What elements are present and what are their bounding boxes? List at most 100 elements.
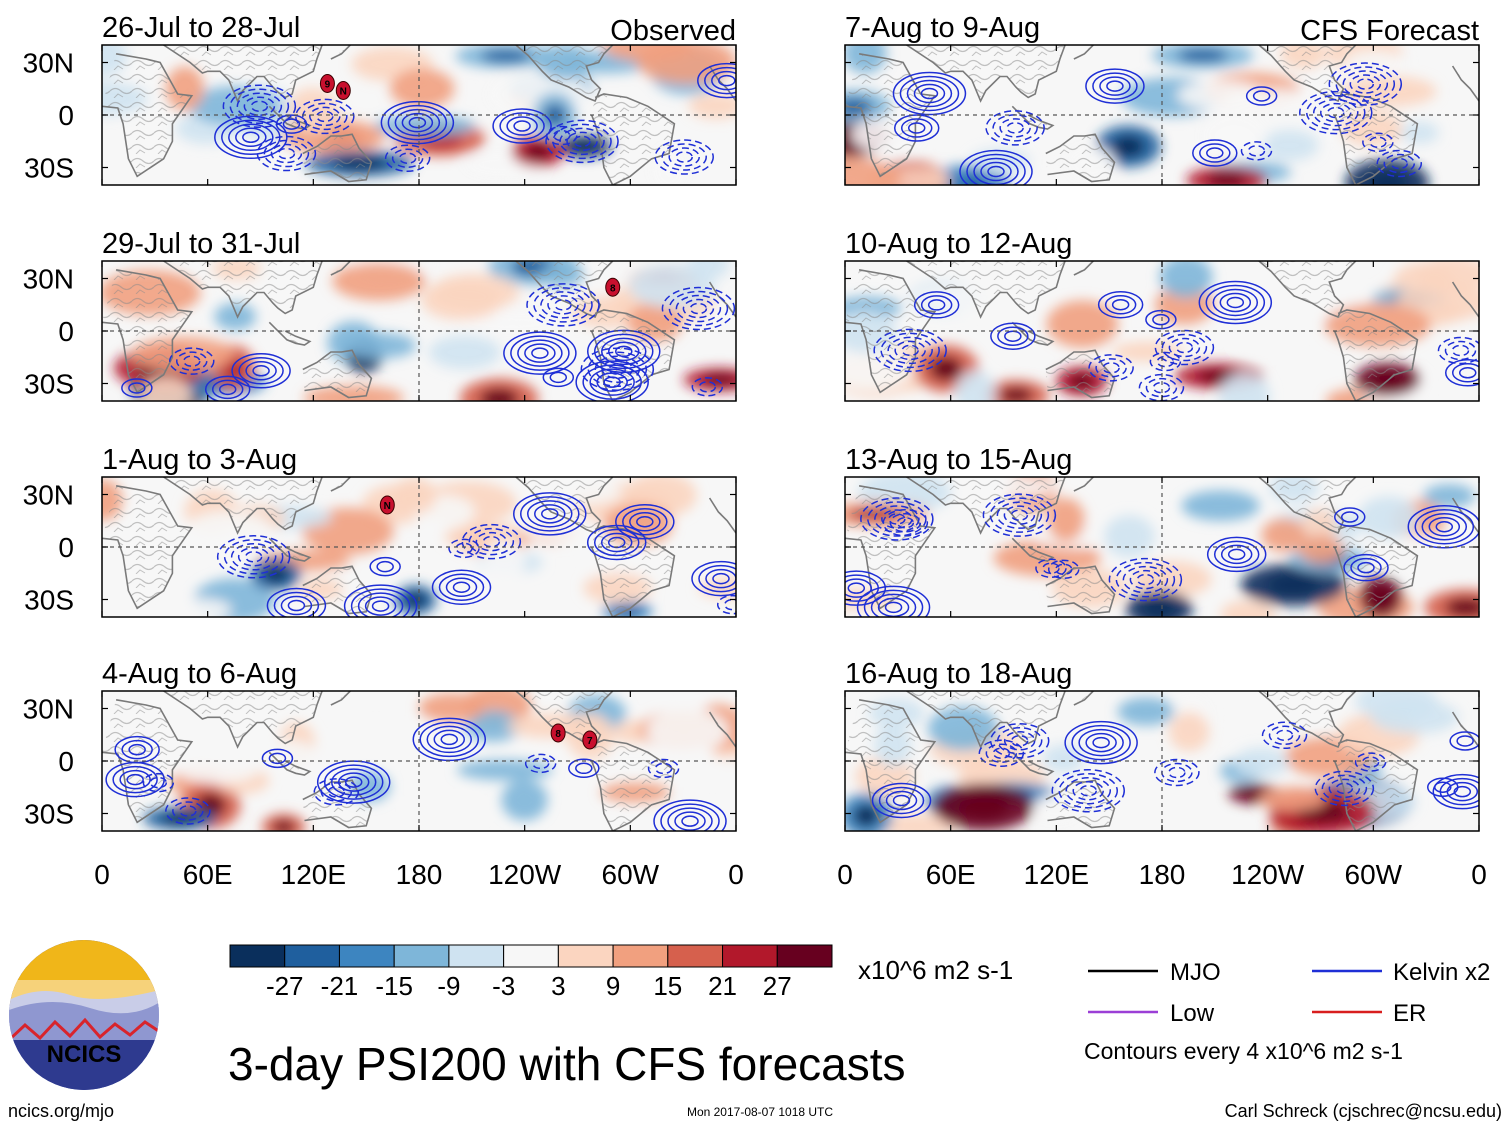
colorbar-tick-label: 27 [763,971,792,1001]
colorbar-swatch [229,944,286,968]
colorbar-swatch [776,944,833,968]
land-outlines [102,477,736,617]
kelvin-contours [214,62,736,175]
x-tick-label: 180 [396,859,443,890]
colorbar-tick-label: -15 [375,971,413,1001]
colorbar-tick-label: -27 [266,971,304,1001]
colorbar-swatch [612,944,669,968]
x-tick-label: 120E [281,859,346,890]
y-tick-label: 0 [58,532,74,563]
observed-label: Observed [610,15,736,47]
land-outlines [845,691,1479,831]
legend-label-low: Low [1170,1000,1215,1027]
colorbar-swatch [448,944,505,968]
land-outlines [102,45,736,185]
x-tick-label: 0 [837,859,853,890]
colorbar-tick-label: 21 [708,971,737,1001]
map-panel: N 30N 0 30S 1-Aug to 3-Aug [23,444,737,618]
website-link[interactable]: ncics.org/mjo [8,1101,114,1121]
legend-label-er: ER [1393,1000,1426,1027]
panel-title: 1-Aug to 3-Aug [102,444,297,476]
map-panel: 7-Aug to 9-Aug CFS Forecast [844,12,1480,186]
kelvin-contours [871,720,1479,819]
storm-label: 9 [325,80,331,91]
map-panel: 9N 30N 0 30S 26-Jul to 28-Jul Observed [23,12,737,186]
colorbar-units: x10^6 m2 s-1 [858,955,1013,985]
panel-title: 10-Aug to 12-Aug [845,228,1072,260]
kelvin-contours [845,493,1479,617]
colorbar-tick-label: 15 [653,971,682,1001]
y-tick-label: 0 [58,316,74,347]
panel-title: 16-Aug to 18-Aug [845,658,1072,690]
storm-marker: N [379,495,395,515]
storm-marker: 8 [550,723,566,743]
y-tick-label: 30N [23,48,74,79]
x-tick-label: 60W [1345,859,1403,890]
x-tick-label: 0 [94,859,110,890]
x-tick-label: 60W [602,859,660,890]
panel-title: 7-Aug to 9-Aug [845,12,1040,44]
x-tick-label: 120W [488,859,562,890]
panel-title: 4-Aug to 6-Aug [102,658,297,690]
colorbar-swatch [722,944,778,968]
x-axis-forecast: 0 60E 120E 180 120W 60W 0 [837,859,1487,890]
map-panel: 8 30N 0 30S 29-Jul to 31-Jul [23,228,737,402]
y-tick-label: 30S [24,799,74,830]
logo-text: NCICS [47,1041,122,1068]
colorbar-tick-label: 9 [606,971,620,1001]
storm-label: N [340,87,347,98]
y-tick-label: 30S [24,369,74,400]
x-axis-observed: 0 60E 120E 180 120W 60W 0 [94,859,744,890]
colorbar-tick-label: -3 [492,971,515,1001]
y-tick-label: 0 [58,100,74,131]
contour-note: Contours every 4 x10^6 m2 s-1 [1084,1038,1403,1064]
colorbar-tick-label: -9 [437,971,460,1001]
y-tick-label: 0 [58,746,74,777]
storm-label: 8 [610,283,616,294]
colorbar-swatch [393,944,450,968]
panel-title: 26-Jul to 28-Jul [102,12,300,44]
storm-marker: 7 [582,730,598,750]
figure-title: 3-day PSI200 with CFS forecasts [228,1038,906,1090]
x-tick-label: 60E [183,859,233,890]
x-tick-label: 120E [1024,859,1089,890]
kelvin-contours [121,283,736,401]
x-tick-label: 0 [1471,859,1487,890]
colorbar-tick-label: 3 [551,971,565,1001]
kelvin-contours [216,492,736,617]
storm-label: N [384,501,391,512]
colorbar-swatch [503,944,559,968]
y-tick-label: 30N [23,694,74,725]
legend-label-mjo: MJO [1170,959,1221,986]
land-outlines [845,261,1479,401]
colorbar-swatch [667,944,724,968]
colorbar-swatch [557,944,614,968]
storm-marker: 8 [605,277,621,297]
y-tick-label: 30S [24,585,74,616]
map-panel: 13-Aug to 15-Aug [844,444,1480,618]
y-tick-label: 30N [23,480,74,511]
timestamp: Mon 2017-08-07 1018 UTC [687,1105,833,1119]
map-panel: 16-Aug to 18-Aug [844,658,1480,832]
x-tick-label: 0 [728,859,744,890]
storm-label: 7 [587,736,593,747]
map-panel: 10-Aug to 12-Aug [844,228,1480,402]
ncics-logo: NCICS [9,940,159,1090]
storm-marker: 9 [319,74,335,93]
colorbar: -27 -21 -15 -9 -3 3 9 15 21 27 [229,944,833,1001]
storm-marker: N [335,81,351,100]
y-tick-label: 30N [23,264,74,295]
colorbar-swatch [338,944,395,968]
x-tick-label: 180 [1139,859,1186,890]
y-tick-label: 30S [24,153,74,184]
x-tick-label: 60E [926,859,976,890]
land-outlines [102,261,736,401]
panel-title: 13-Aug to 15-Aug [845,444,1072,476]
forecast-label: CFS Forecast [1300,15,1479,47]
panel-title: 29-Jul to 31-Jul [102,228,300,260]
author-credit: Carl Schreck (cjschrec@ncsu.edu) [1225,1101,1502,1121]
legend-label-kelvin: Kelvin x2 [1393,959,1490,986]
legend: MJO Kelvin x2 Low ER Contours every 4 x1… [1084,959,1490,1064]
